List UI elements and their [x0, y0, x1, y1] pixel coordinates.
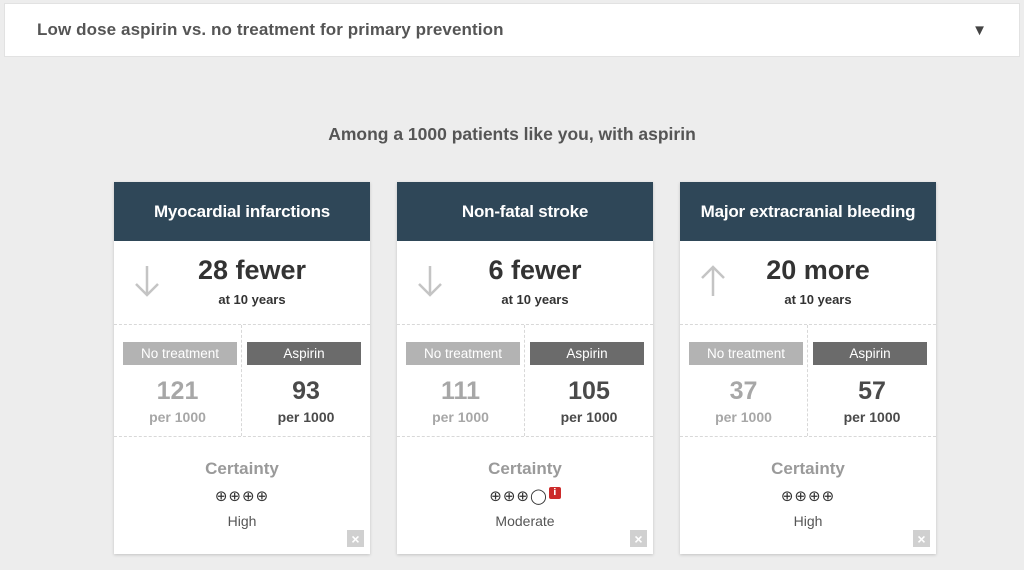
outcome-cards: Myocardial infarctions 28 fewer at 10 ye… [114, 182, 936, 554]
no-treatment-tag: No treatment [123, 342, 237, 365]
certainty-level: Moderate [495, 513, 555, 529]
outcome-card-myocardial-infarctions: Myocardial infarctions 28 fewer at 10 ye… [114, 182, 370, 554]
certainty-rating-icons: ⊕⊕⊕◯ i [397, 487, 653, 505]
comparison-values: No treatment 121 per 1000 Aspirin 93 per… [114, 325, 370, 437]
certainty-symbols: ⊕⊕⊕◯ [489, 487, 548, 505]
no-treatment-unit: per 1000 [149, 409, 206, 425]
aspirin-tag: Aspirin [530, 342, 644, 365]
no-treatment-value: 37 [729, 377, 758, 405]
certainty-label: Certainty [205, 459, 279, 478]
aspirin-value: 105 [568, 377, 610, 405]
arrow-down-icon [135, 266, 159, 297]
no-treatment-column: No treatment 121 per 1000 [114, 325, 242, 436]
no-treatment-unit: per 1000 [432, 409, 489, 425]
arrow-up-icon [701, 265, 725, 296]
close-icon[interactable]: × [630, 530, 647, 547]
certainty-label: Certainty [488, 459, 562, 478]
effect-timeframe: at 10 years [218, 292, 286, 307]
certainty-symbols: ⊕⊕⊕⊕ [780, 487, 836, 505]
outcome-card-major-extracranial-bleeding: Major extracranial bleeding 20 more at 1… [680, 182, 936, 554]
outcome-card-non-fatal-stroke: Non-fatal stroke 6 fewer at 10 years No … [397, 182, 653, 554]
card-title: Non-fatal stroke [397, 182, 653, 241]
no-treatment-column: No treatment 37 per 1000 [680, 325, 808, 436]
card-title: Myocardial infarctions [114, 182, 370, 241]
comparison-title: Low dose aspirin vs. no treatment for pr… [37, 20, 504, 39]
effect-summary: 28 fewer at 10 years [114, 241, 370, 325]
certainty-rating-icons: ⊕⊕⊕⊕ [680, 487, 936, 505]
no-treatment-unit: per 1000 [715, 409, 772, 425]
no-treatment-tag: No treatment [406, 342, 520, 365]
page-heading: Among a 1000 patients like you, with asp… [328, 124, 696, 144]
effect-summary: 6 fewer at 10 years [397, 241, 653, 325]
info-icon[interactable]: i [548, 487, 561, 499]
aspirin-tag: Aspirin [813, 342, 927, 365]
certainty-label: Certainty [771, 459, 845, 478]
no-treatment-tag: No treatment [689, 342, 803, 365]
chevron-down-icon[interactable]: ▼ [972, 21, 987, 39]
effect-timeframe: at 10 years [501, 292, 569, 307]
close-icon[interactable]: × [347, 530, 364, 547]
effect-summary: 20 more at 10 years [680, 241, 936, 325]
effect-value: 20 more [766, 255, 870, 285]
aspirin-value: 57 [858, 377, 886, 405]
no-treatment-value: 121 [156, 377, 199, 405]
effect-timeframe: at 10 years [784, 292, 852, 307]
certainty-section: Certainty ⊕⊕⊕⊕ High × [114, 437, 370, 554]
aspirin-column: Aspirin 105 per 1000 [525, 325, 653, 436]
aspirin-column: Aspirin 93 per 1000 [242, 325, 370, 436]
aspirin-unit: per 1000 [277, 409, 335, 425]
no-treatment-value: 111 [441, 377, 480, 405]
arrow-down-icon [418, 266, 442, 297]
certainty-level: High [793, 513, 823, 529]
effect-value: 28 fewer [197, 255, 307, 285]
aspirin-value: 93 [292, 377, 320, 405]
comparison-values: No treatment 37 per 1000 Aspirin 57 per … [680, 325, 936, 437]
certainty-rating-icons: ⊕⊕⊕⊕ [114, 487, 370, 505]
no-treatment-column: No treatment 111 per 1000 [397, 325, 525, 436]
aspirin-unit: per 1000 [560, 409, 618, 425]
certainty-symbols: ⊕⊕⊕⊕ [214, 487, 270, 505]
aspirin-column: Aspirin 57 per 1000 [808, 325, 936, 436]
certainty-level: High [227, 513, 257, 529]
certainty-section: Certainty ⊕⊕⊕◯ i Moderate × [397, 437, 653, 554]
card-title: Major extracranial bleeding [680, 182, 936, 241]
aspirin-unit: per 1000 [843, 409, 901, 425]
effect-value: 6 fewer [488, 255, 582, 285]
comparison-values: No treatment 111 per 1000 Aspirin 105 pe… [397, 325, 653, 437]
close-icon[interactable]: × [913, 530, 930, 547]
aspirin-tag: Aspirin [247, 342, 361, 365]
comparison-selector[interactable]: Low dose aspirin vs. no treatment for pr… [4, 3, 1020, 57]
certainty-section: Certainty ⊕⊕⊕⊕ High × [680, 437, 936, 554]
